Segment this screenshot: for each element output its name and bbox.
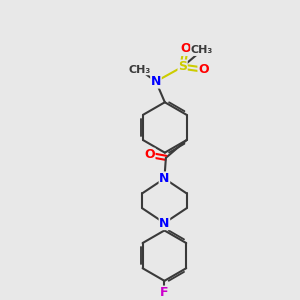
Text: CH₃: CH₃ <box>128 65 151 75</box>
Text: N: N <box>159 172 170 185</box>
Text: N: N <box>159 217 170 230</box>
Text: S: S <box>178 60 187 73</box>
Text: O: O <box>144 148 155 161</box>
Text: CH₃: CH₃ <box>191 45 213 56</box>
Text: F: F <box>160 286 169 299</box>
Text: O: O <box>180 42 191 56</box>
Text: O: O <box>198 63 209 76</box>
Text: N: N <box>151 75 161 88</box>
